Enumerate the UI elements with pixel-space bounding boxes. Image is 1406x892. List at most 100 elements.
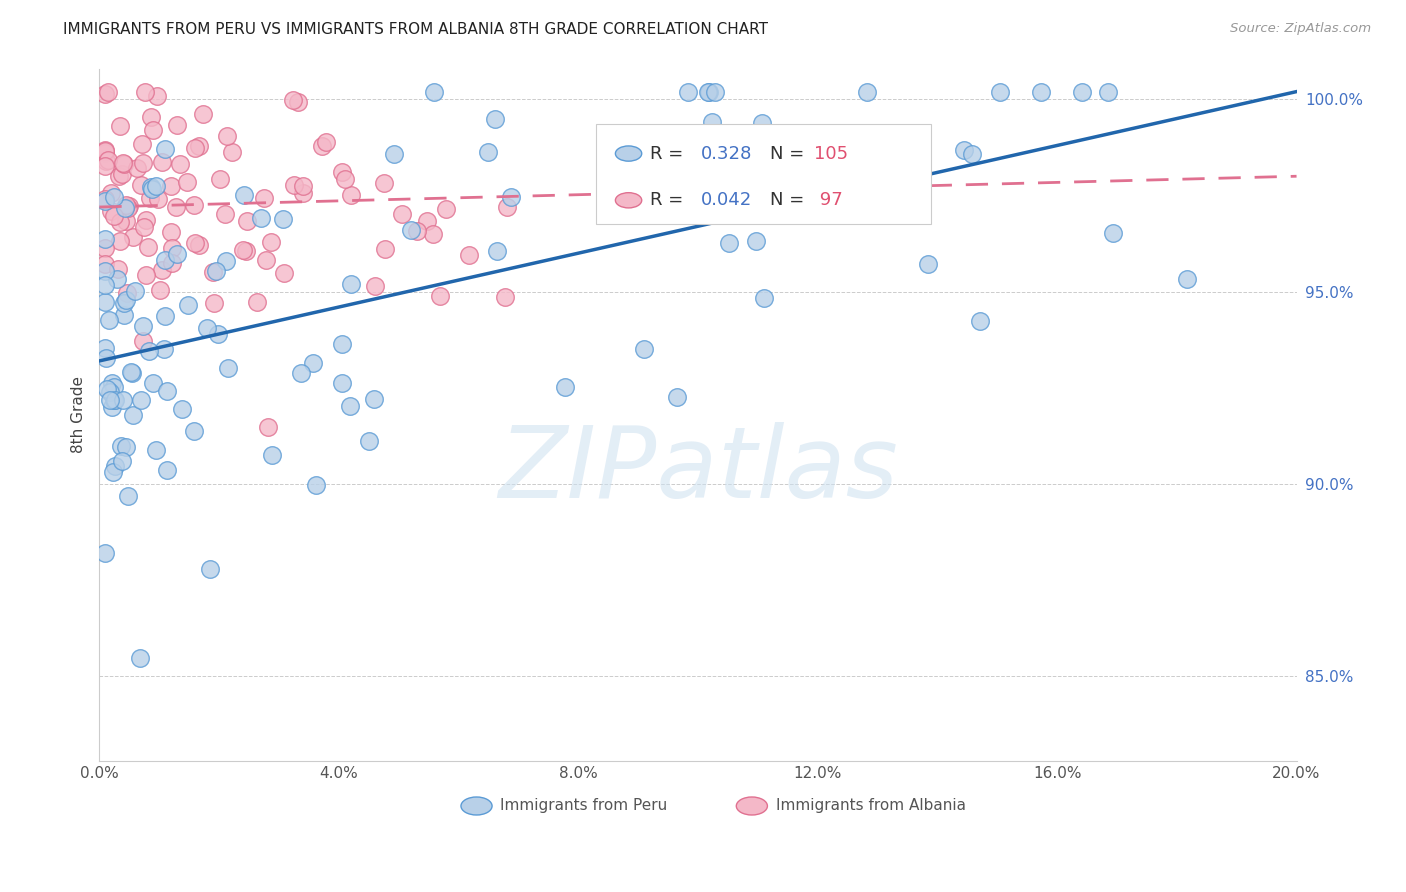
Point (484, 112, 506, 126)
Point (405, 224, 427, 238)
Point (1071, 85, 1094, 99)
Point (290, 366, 312, 380)
Point (150, 262, 173, 277)
Point (149, 283, 172, 297)
Point (100, 203, 122, 218)
Point (103, 380, 125, 394)
Point (751, 116, 773, 130)
Point (917, 256, 939, 270)
Point (1175, 271, 1198, 285)
Point (145, 178, 167, 193)
Point (141, 182, 163, 196)
Point (257, 420, 280, 434)
Point (494, 290, 516, 304)
Point (94, 144, 117, 158)
Point (703, 85, 725, 99)
Point (121, 366, 143, 380)
Point (363, 392, 385, 406)
Point (103, 393, 125, 408)
Point (304, 478, 326, 492)
Text: R =: R = (650, 145, 689, 162)
Point (221, 145, 243, 159)
Point (311, 139, 333, 153)
Point (100, 401, 122, 415)
Point (94, 546, 117, 560)
Point (205, 263, 228, 277)
Point (697, 85, 720, 99)
Point (100, 186, 122, 200)
Text: IMMIGRANTS FROM PERU VS IMMIGRANTS FROM ALBANIA 8TH GRADE CORRELATION CHART: IMMIGRANTS FROM PERU VS IMMIGRANTS FROM … (63, 22, 768, 37)
Circle shape (737, 797, 768, 815)
Point (98, 384, 121, 399)
Point (235, 244, 257, 259)
Point (94, 351, 117, 366)
Point (110, 234, 132, 248)
Point (486, 244, 509, 259)
Point (187, 138, 209, 153)
Point (132, 220, 155, 235)
Text: Immigrants from Albania: Immigrants from Albania (776, 798, 966, 814)
Point (271, 211, 294, 226)
Text: 105: 105 (814, 145, 848, 162)
Point (115, 441, 138, 455)
Point (315, 135, 337, 149)
Point (94, 146, 117, 161)
Point (209, 172, 232, 186)
Point (187, 238, 209, 252)
Point (166, 247, 188, 261)
Point (94, 87, 117, 101)
Point (94, 143, 117, 157)
Point (94, 192, 117, 206)
Point (111, 168, 134, 182)
Point (359, 434, 381, 448)
Point (260, 448, 283, 462)
Point (202, 265, 225, 279)
Point (97, 312, 120, 326)
Point (165, 201, 187, 215)
Point (340, 277, 363, 291)
Point (373, 176, 395, 190)
Point (666, 390, 689, 404)
Text: 0.042: 0.042 (700, 191, 752, 210)
Point (283, 178, 305, 193)
Point (117, 489, 139, 503)
Point (125, 161, 148, 176)
Point (626, 135, 648, 149)
Point (98, 392, 121, 407)
Point (183, 424, 205, 438)
Point (97, 85, 120, 99)
Circle shape (616, 146, 641, 161)
Point (177, 298, 200, 312)
Y-axis label: 8th Grade: 8th Grade (72, 376, 86, 453)
Point (142, 122, 165, 136)
Point (232, 187, 254, 202)
Point (458, 248, 481, 262)
Point (112, 157, 135, 171)
Point (364, 278, 387, 293)
Point (145, 443, 167, 458)
Point (676, 136, 699, 151)
Point (156, 462, 179, 476)
Point (132, 155, 155, 169)
Point (97, 153, 120, 167)
Point (1097, 85, 1119, 99)
Point (287, 95, 309, 109)
Point (156, 384, 179, 399)
Point (132, 319, 155, 334)
Point (422, 227, 444, 241)
Text: N =: N = (770, 145, 810, 162)
Point (94, 153, 117, 168)
Point (391, 207, 413, 221)
Point (131, 136, 153, 151)
Point (260, 235, 283, 249)
Point (153, 142, 176, 156)
Point (232, 244, 254, 258)
Point (104, 392, 127, 407)
Point (94, 277, 117, 292)
Point (103, 190, 125, 204)
Point (202, 296, 225, 310)
Point (416, 214, 439, 228)
Point (103, 209, 125, 223)
Point (399, 223, 422, 237)
Point (292, 186, 315, 200)
